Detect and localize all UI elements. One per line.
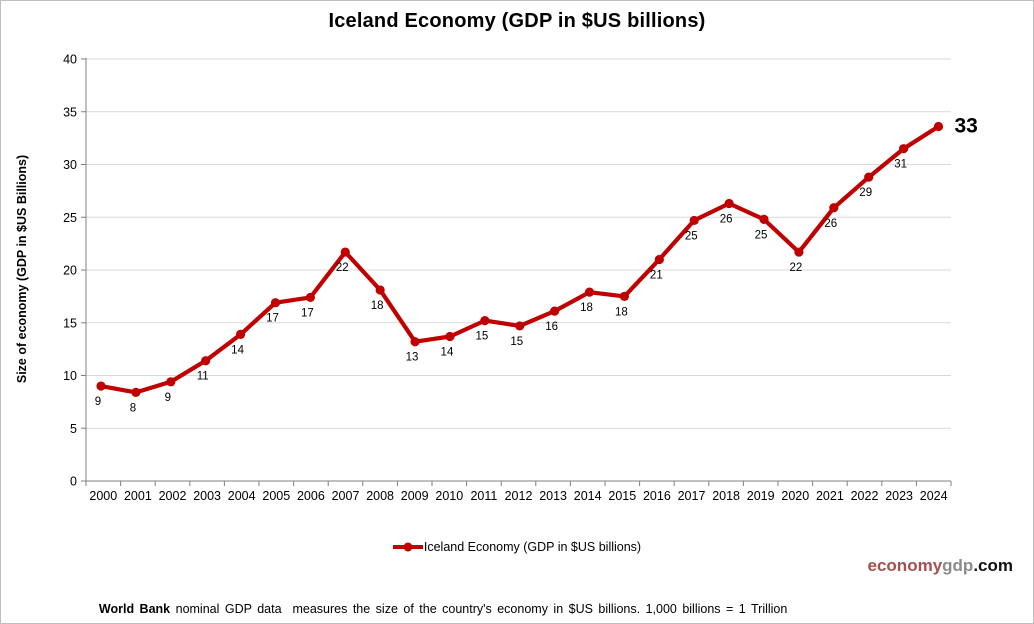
y-tick-label: 30 bbox=[63, 158, 77, 172]
x-tick-label-2020: 2020 bbox=[781, 489, 809, 503]
data-label-2009: 13 bbox=[406, 352, 419, 364]
y-tick-label: 0 bbox=[70, 475, 77, 489]
data-point-2007 bbox=[340, 247, 350, 257]
gdp-series-line bbox=[98, 124, 941, 395]
site-branding[interactable]: economygdp.com bbox=[868, 556, 1013, 576]
data-label-2019: 25 bbox=[755, 229, 768, 241]
data-label-2016: 21 bbox=[650, 269, 663, 281]
x-tick-label-2007: 2007 bbox=[332, 489, 360, 503]
data-point-2013 bbox=[550, 306, 560, 316]
x-tick-label-2003: 2003 bbox=[193, 489, 221, 503]
y-tick-label: 5 bbox=[70, 422, 77, 436]
data-point-2024 bbox=[933, 121, 944, 132]
legend-label: Iceland Economy (GDP in $US billions) bbox=[423, 540, 642, 554]
x-tick-label-2006: 2006 bbox=[297, 489, 325, 503]
x-tick-label-2015: 2015 bbox=[608, 489, 636, 503]
data-point-2014 bbox=[584, 287, 595, 297]
x-tick-label-2018: 2018 bbox=[712, 489, 740, 503]
data-point-2023 bbox=[899, 144, 909, 154]
x-tick-label-2013: 2013 bbox=[539, 489, 567, 503]
footnote-text: nominal GDP data measures the size of th… bbox=[170, 602, 788, 616]
data-label-2015: 18 bbox=[615, 306, 628, 318]
data-point-2018 bbox=[724, 198, 734, 209]
data-point-2019 bbox=[759, 214, 769, 224]
data-label-2014: 18 bbox=[580, 302, 593, 314]
data-label-2002: 9 bbox=[165, 392, 171, 404]
data-label-2008: 18 bbox=[371, 300, 384, 312]
data-label-2006: 17 bbox=[301, 307, 314, 319]
data-label-2013: 16 bbox=[545, 321, 558, 333]
legend: Iceland Economy (GDP in $US billions) bbox=[1, 540, 1033, 554]
y-tick-label: 15 bbox=[63, 316, 77, 330]
data-point-2001 bbox=[131, 387, 141, 397]
y-tick-label: 20 bbox=[63, 264, 77, 278]
data-label-2005: 17 bbox=[266, 313, 279, 325]
x-tick-label-2009: 2009 bbox=[401, 489, 429, 503]
data-label-2022: 29 bbox=[859, 187, 872, 199]
legend-point-icon bbox=[403, 542, 413, 552]
branding-com[interactable]: .com bbox=[973, 556, 1013, 575]
data-label-2021: 26 bbox=[824, 218, 837, 230]
data-label-2011: 15 bbox=[475, 331, 488, 343]
data-point-2012 bbox=[515, 321, 525, 331]
data-label-2007: 22 bbox=[336, 262, 349, 274]
data-point-2010 bbox=[445, 331, 455, 342]
footnote-source: World Bank bbox=[98, 602, 171, 616]
data-label-2010: 14 bbox=[441, 346, 454, 358]
data-label-2018: 26 bbox=[720, 214, 733, 226]
end-value-label: 33 bbox=[955, 115, 978, 138]
data-point-2006 bbox=[305, 292, 315, 303]
data-point-2003 bbox=[201, 356, 211, 366]
y-tick-label: 10 bbox=[63, 369, 77, 383]
x-tick-label-2024: 2024 bbox=[920, 489, 948, 503]
data-point-2020 bbox=[794, 247, 804, 257]
y-tick-label: 40 bbox=[63, 53, 77, 67]
data-point-2011 bbox=[480, 316, 490, 326]
x-tick-label-2014: 2014 bbox=[574, 489, 602, 503]
data-point-2016 bbox=[654, 254, 664, 265]
legend-line-icon bbox=[392, 542, 423, 552]
data-label-2023: 31 bbox=[894, 159, 907, 171]
x-tick-label-2011: 2011 bbox=[470, 489, 497, 503]
x-tick-label-2019: 2019 bbox=[747, 489, 775, 503]
x-tick-label-2017: 2017 bbox=[678, 489, 706, 503]
y-tick-label: 25 bbox=[63, 211, 77, 225]
data-point-2002 bbox=[166, 377, 176, 387]
x-tick-label-2021: 2021 bbox=[816, 489, 844, 503]
x-tick-label-2008: 2008 bbox=[366, 489, 394, 503]
chart-title: Iceland Economy (GDP in $US billions) bbox=[328, 10, 706, 32]
x-tick-label-2005: 2005 bbox=[262, 489, 290, 503]
branding-economy[interactable]: economy bbox=[867, 556, 943, 575]
data-label-2020: 22 bbox=[790, 262, 803, 274]
y-tick-label: 35 bbox=[63, 105, 77, 119]
x-tick-label-2012: 2012 bbox=[505, 489, 533, 503]
data-point-2004 bbox=[235, 329, 246, 339]
data-point-2005 bbox=[270, 298, 281, 308]
data-point-2017 bbox=[689, 215, 699, 226]
x-tick-label-2001: 2001 bbox=[124, 489, 152, 503]
x-tick-label-2010: 2010 bbox=[435, 489, 463, 503]
footnote: World Bank nominal GDP data measures the… bbox=[77, 588, 788, 623]
data-point-2021 bbox=[829, 203, 839, 213]
branding-gdp[interactable]: gdp bbox=[942, 556, 974, 575]
data-label-2000: 9 bbox=[95, 396, 101, 408]
data-point-2008 bbox=[375, 285, 385, 295]
x-tick-label-2016: 2016 bbox=[643, 489, 671, 503]
data-point-2015 bbox=[619, 291, 630, 301]
x-tick-label-2000: 2000 bbox=[89, 489, 117, 503]
data-point-2022 bbox=[864, 172, 874, 182]
data-label-2017: 25 bbox=[685, 230, 698, 242]
x-tick-label-2002: 2002 bbox=[159, 489, 187, 503]
data-label-2004: 14 bbox=[231, 344, 244, 356]
data-label-2003: 11 bbox=[197, 371, 209, 383]
data-label-2001: 8 bbox=[130, 402, 136, 414]
data-point-2009 bbox=[410, 337, 420, 347]
x-tick-label-2023: 2023 bbox=[885, 489, 913, 503]
x-tick-label-2004: 2004 bbox=[228, 489, 256, 503]
data-label-2012: 15 bbox=[510, 336, 523, 348]
data-point-2000 bbox=[96, 381, 106, 391]
x-tick-label-2022: 2022 bbox=[851, 489, 879, 503]
